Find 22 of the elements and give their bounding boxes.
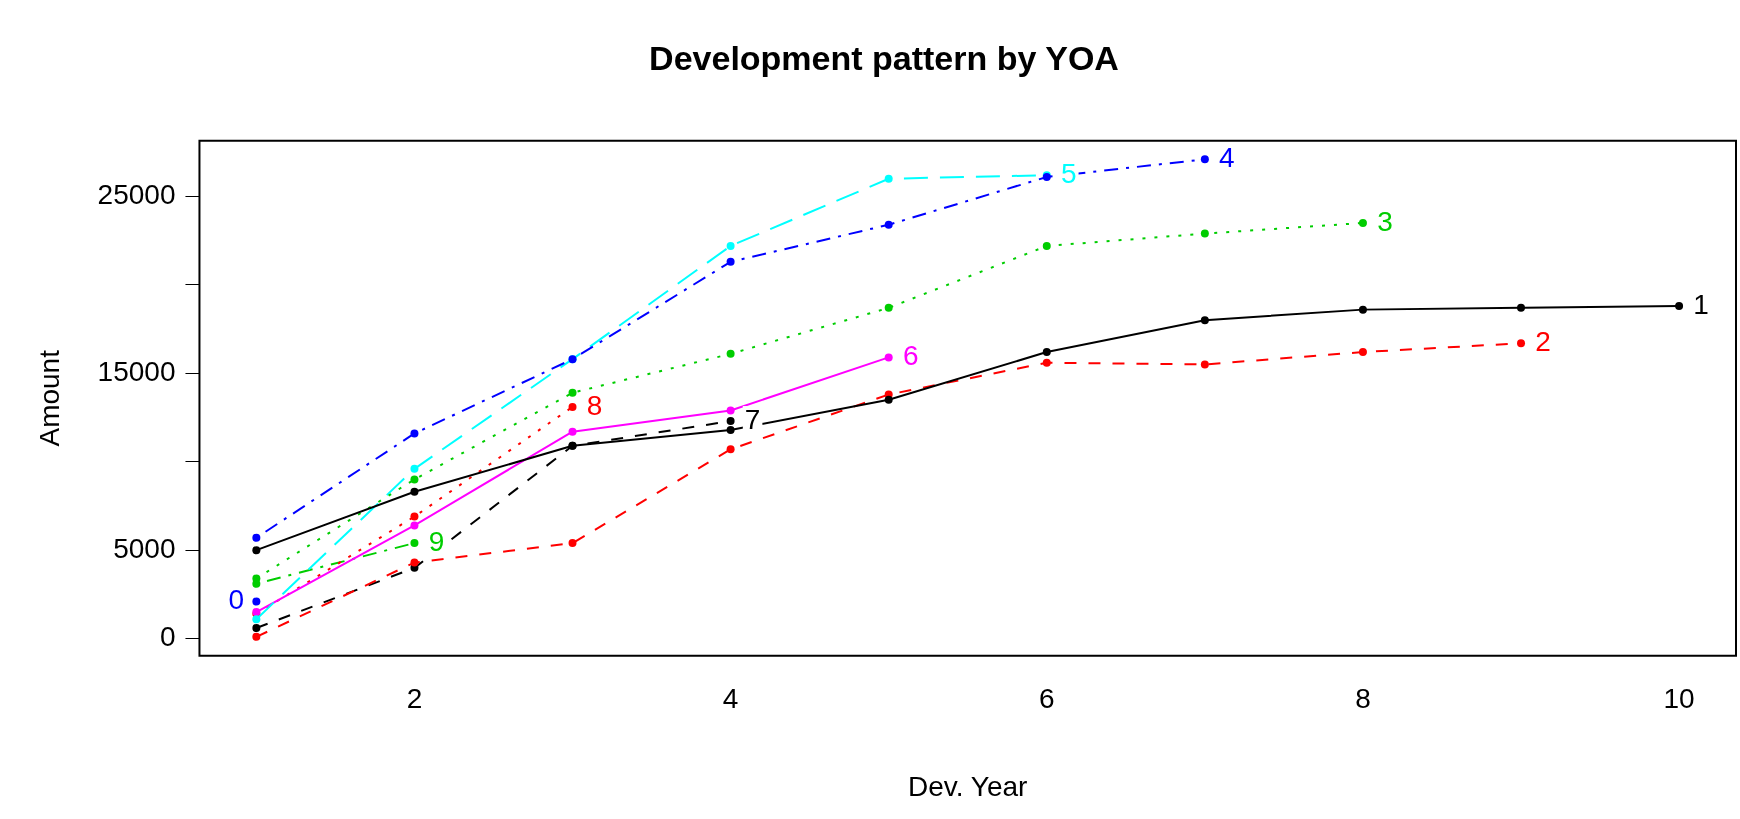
series-label: 7 <box>744 403 761 435</box>
chart-title: Development pattern by YOA <box>649 38 1119 77</box>
y-tick-label: 15000 <box>97 356 176 388</box>
series-label: 5 <box>1060 157 1077 189</box>
series-label: 6 <box>902 340 919 372</box>
series-label: 2 <box>1535 325 1551 357</box>
series-label: 4 <box>1219 142 1235 173</box>
series-label: 0 <box>228 584 245 616</box>
series-label: 3 <box>1377 205 1393 237</box>
y-tick-label: 25000 <box>97 179 176 211</box>
x-tick-label: 10 <box>1663 683 1695 715</box>
x-tick-label: 6 <box>1038 683 1055 715</box>
y-tick-label: 5000 <box>113 532 176 564</box>
series-label: 1 <box>1693 288 1709 320</box>
y-tick-label: 0 <box>159 621 176 653</box>
x-tick-label: 8 <box>1355 683 1371 715</box>
y-axis-title: Amount <box>33 349 65 447</box>
x-tick-label: 2 <box>406 683 423 715</box>
series-label: 9 <box>428 525 445 557</box>
series-label: 8 <box>586 389 603 421</box>
x-axis-title: Dev. Year <box>908 770 1028 802</box>
x-tick-label: 4 <box>722 683 739 715</box>
